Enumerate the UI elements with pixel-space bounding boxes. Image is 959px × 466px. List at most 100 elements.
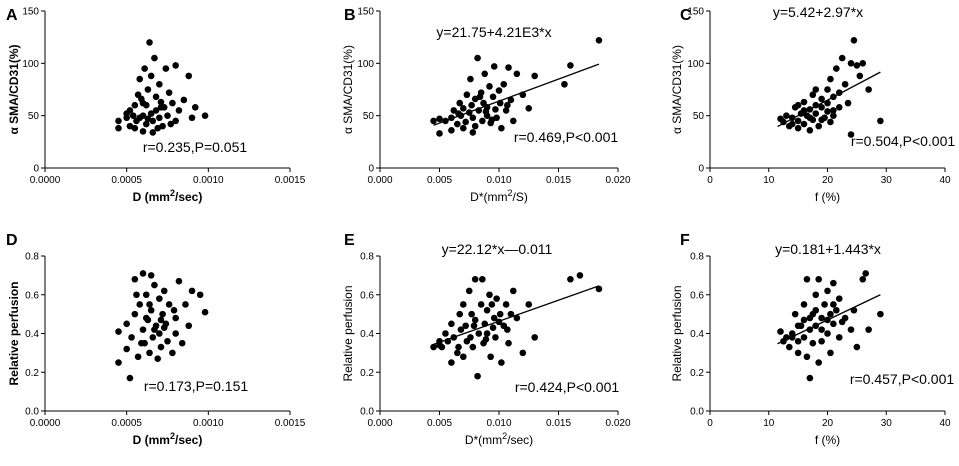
data-point [142,120,150,128]
data-point [824,99,831,107]
data-point [791,310,799,318]
panel-letter: D [6,232,18,249]
y-tick-label: 150 [22,7,39,18]
data-point [157,98,165,106]
data-point [468,310,475,318]
x-tick-label: 20 [822,418,834,429]
data-point [147,110,155,117]
x-tick-label: 0 [707,418,713,429]
y-tick-label: 0.0 [690,407,704,418]
data-point [505,339,512,347]
data-point [115,117,122,125]
data-point [456,310,464,318]
x-axis-label: D (mm2/sec) [133,431,203,447]
data-point [172,314,179,322]
data-point [474,372,481,380]
data-point [835,295,843,302]
correlation-stats: r=0.235,P=0.051 [143,139,248,155]
data-point [201,112,209,119]
data-point [136,301,144,308]
data-point [561,80,568,88]
data-point [783,334,790,341]
data-point [164,112,171,119]
data-point [149,129,157,136]
data-point [442,117,449,125]
x-tick-label: 30 [881,175,893,186]
y-tick-label: 0 [368,164,374,175]
data-point [469,343,477,351]
data-point [862,270,869,277]
data-point [152,107,160,114]
data-point [488,301,496,308]
data-point [164,337,171,345]
data-point [780,118,787,126]
data-point [147,272,155,279]
x-tick-label: 0.0015 [275,418,306,429]
data-point [147,306,155,314]
data-point [180,96,188,104]
data-point [525,301,533,308]
data-point [488,116,496,124]
data-point [803,353,811,361]
data-point [465,287,473,295]
data-point [567,62,574,69]
data-point [467,75,474,83]
data-point [833,65,840,72]
data-point [138,339,145,347]
data-point [812,291,820,299]
data-point [500,80,508,88]
data-point [806,314,814,322]
data-point [490,63,498,70]
data-point [157,316,165,324]
data-point [509,287,517,295]
data-point [877,310,884,318]
data-point [504,101,511,109]
data-point [471,316,479,324]
data-point [156,114,163,122]
data-point [188,114,196,122]
y-tick-label: 0.6 [690,290,704,301]
data-point [149,334,157,341]
x-tick-label: 0.0000 [30,418,61,429]
data-point [856,72,864,80]
y-axis-label: Relative perfusion [341,285,355,381]
data-point [838,54,846,62]
y-axis-label: Relative perfusion [7,281,21,385]
data-point [131,124,139,132]
data-point [436,130,443,137]
chart-panel-c: C 0 50 100 150 0 10 20 30 40 f (%) α SMA/CD31(%) y=5… [670,4,955,204]
data-point [152,93,160,101]
data-point [146,301,153,308]
data-point [859,60,867,67]
data-point [201,308,209,316]
data-point [460,301,467,308]
x-tick-label: 30 [881,418,893,429]
data-point [525,105,533,112]
data-point [800,98,808,106]
data-point [196,291,204,299]
x-axis-label: f (%) [815,190,840,204]
data-point [191,103,199,111]
data-point [460,105,467,112]
data-point [482,336,490,343]
data-point [144,115,152,123]
chart-panel-a: A 0 50 100 150 0.0000 0.0005 0.0010 0.0015 D (mm2… [6,7,306,205]
data-point [460,124,467,132]
data-point [462,322,469,330]
data-point [806,106,814,113]
x-axis-label: D (mm2/sec) [133,188,203,204]
data-point [818,95,825,103]
x-tick-label: 40 [939,175,951,186]
x-tick-label: 0.015 [546,175,571,186]
data-point [847,60,855,67]
data-point [470,322,478,330]
data-point [783,112,790,119]
data-point [818,116,825,124]
data-point [815,122,822,130]
data-point [476,93,484,101]
data-point [448,359,455,366]
x-tick-label: 0.0010 [193,418,224,429]
x-tick-label: 0.015 [546,418,571,429]
data-point [469,114,477,122]
data-point [531,72,538,80]
